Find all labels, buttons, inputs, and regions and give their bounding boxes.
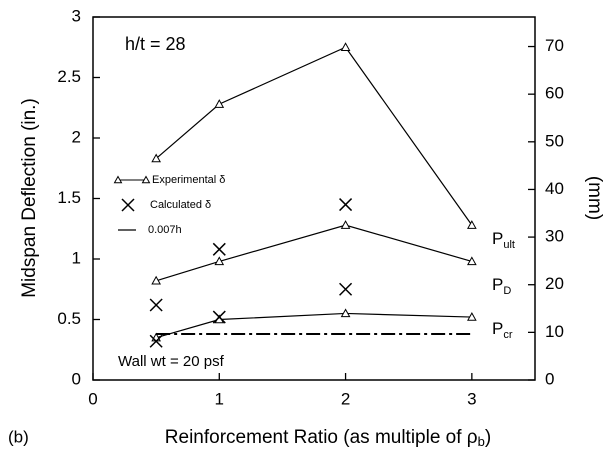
y-tick-label: 3: [72, 6, 81, 25]
y2-tick-label: 10: [545, 322, 564, 341]
x-axis-label-sub: b: [478, 434, 485, 449]
y-tick-label: 1.5: [57, 188, 81, 207]
y-axis-label: Midspan Deflection (in.): [19, 98, 40, 298]
series-label-main: P: [492, 319, 503, 338]
panel-label: (b): [8, 427, 29, 446]
series-label-main: P: [492, 229, 503, 248]
y-tick-label: 2.5: [57, 67, 81, 86]
series-label: PD: [492, 275, 511, 296]
y-tick-label: 2: [72, 127, 81, 146]
legend-cross: [121, 198, 135, 212]
x-axis-label-end: ): [485, 427, 491, 448]
y2-tick-label: 40: [545, 179, 564, 198]
y-tick-label: 0.5: [57, 309, 81, 328]
annotation: Wall wt = 20 psf: [118, 353, 225, 370]
triangle-marker: [340, 42, 351, 51]
x-axis-label-main: Reinforcement Ratio (as multiple of ρ: [165, 427, 478, 448]
series-label-main: P: [492, 275, 503, 294]
y2-tick-label: 60: [545, 84, 564, 103]
x-axis-label: Reinforcement Ratio (as multiple of ρb): [165, 427, 491, 449]
y2-tick-label: 0: [545, 369, 554, 388]
series-label: Pcr: [492, 319, 513, 340]
cross-marker: [149, 334, 163, 348]
legend-label: 0.007h: [148, 224, 182, 236]
triangle-marker: [340, 308, 351, 318]
cross-marker: [212, 242, 226, 256]
x-tick-label: 0: [88, 389, 97, 408]
series-label-sub: D: [503, 285, 511, 297]
x-tick-label: 2: [341, 389, 350, 408]
triangle-marker: [151, 153, 161, 163]
y2-tick-label: 70: [545, 36, 564, 55]
triangle-marker: [340, 220, 351, 229]
x-tick-label: 1: [215, 389, 224, 408]
annotation: h/t = 28: [125, 34, 186, 54]
y2-tick-label: 20: [545, 274, 564, 293]
series-label-sub: cr: [503, 329, 513, 341]
y-tick-label: 0: [72, 369, 81, 388]
legend-label: Calculated δ: [150, 199, 211, 211]
cross-marker: [149, 298, 163, 312]
series-line: [155, 224, 473, 282]
y-tick-label: 1: [72, 248, 81, 267]
triangle-marker: [467, 256, 477, 266]
cross-marker: [212, 310, 226, 324]
triangle-marker: [467, 220, 477, 229]
legend-triangle: [141, 175, 151, 184]
triangle-marker: [467, 312, 477, 321]
series-label: Pult: [492, 229, 515, 250]
series-line: [155, 312, 472, 339]
cross-marker: [339, 198, 353, 212]
triangle-marker: [151, 275, 161, 285]
triangle-marker: [214, 99, 225, 108]
y2-tick-label: 50: [545, 131, 564, 150]
triangle-marker: [214, 256, 225, 266]
series-label-sub: ult: [503, 239, 515, 251]
legend-label: Experimental δ: [152, 174, 225, 186]
series-line: [155, 46, 473, 226]
legend-triangle: [113, 175, 123, 184]
cross-marker: [339, 282, 353, 296]
x-tick-label: 3: [467, 389, 476, 408]
y2-axis-label: (mm): [584, 176, 605, 220]
y2-tick-label: 30: [545, 227, 564, 246]
